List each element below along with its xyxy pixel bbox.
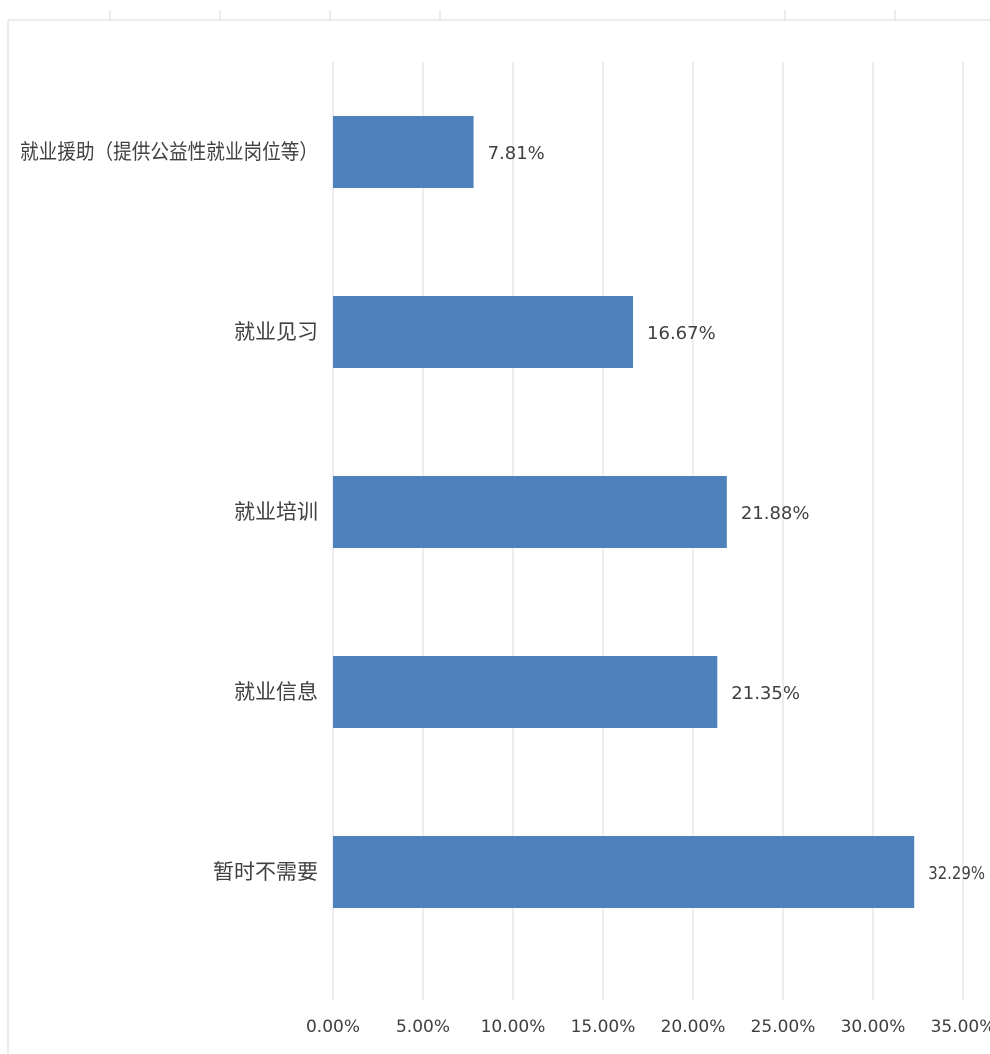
data-label: 32.29% [928,863,985,884]
bar [333,836,915,908]
x-tick-label: 15.00% [571,1017,636,1037]
bars [333,116,915,908]
category-label: 就业见习 [234,320,318,344]
x-axis-tick-labels: 0.00% 5.00% 10.00% 15.00% 20.00% 25.00% 30.00%… [306,1017,990,1037]
bar [333,116,474,188]
data-label: 21.88% [741,503,810,524]
category-label: 就业培训 [234,500,318,524]
x-tick-label: 25.00% [751,1017,816,1037]
bar [333,476,727,548]
x-tick-label: 10.00% [481,1017,546,1037]
chart-frame-lines [7,10,990,1054]
x-tick-label: 35.00% [931,1017,990,1037]
x-tick-label: 0.00% [306,1017,360,1037]
category-label: 就业援助（提供公益性就业岗位等） [20,140,318,164]
category-label: 就业信息 [234,680,318,704]
x-tick-label: 20.00% [661,1017,726,1037]
data-label: 7.81% [488,143,545,164]
data-label: 16.67% [647,323,716,344]
data-label: 21.35% [731,683,800,704]
x-tick-label: 5.00% [396,1017,450,1037]
category-label: 暂时不需要 [213,860,318,884]
bar [333,296,634,368]
data-labels: 7.81% 16.67% 21.88% 21.35% 32.29% [488,143,985,884]
bar [333,656,718,728]
x-tick-label: 30.00% [841,1017,906,1037]
